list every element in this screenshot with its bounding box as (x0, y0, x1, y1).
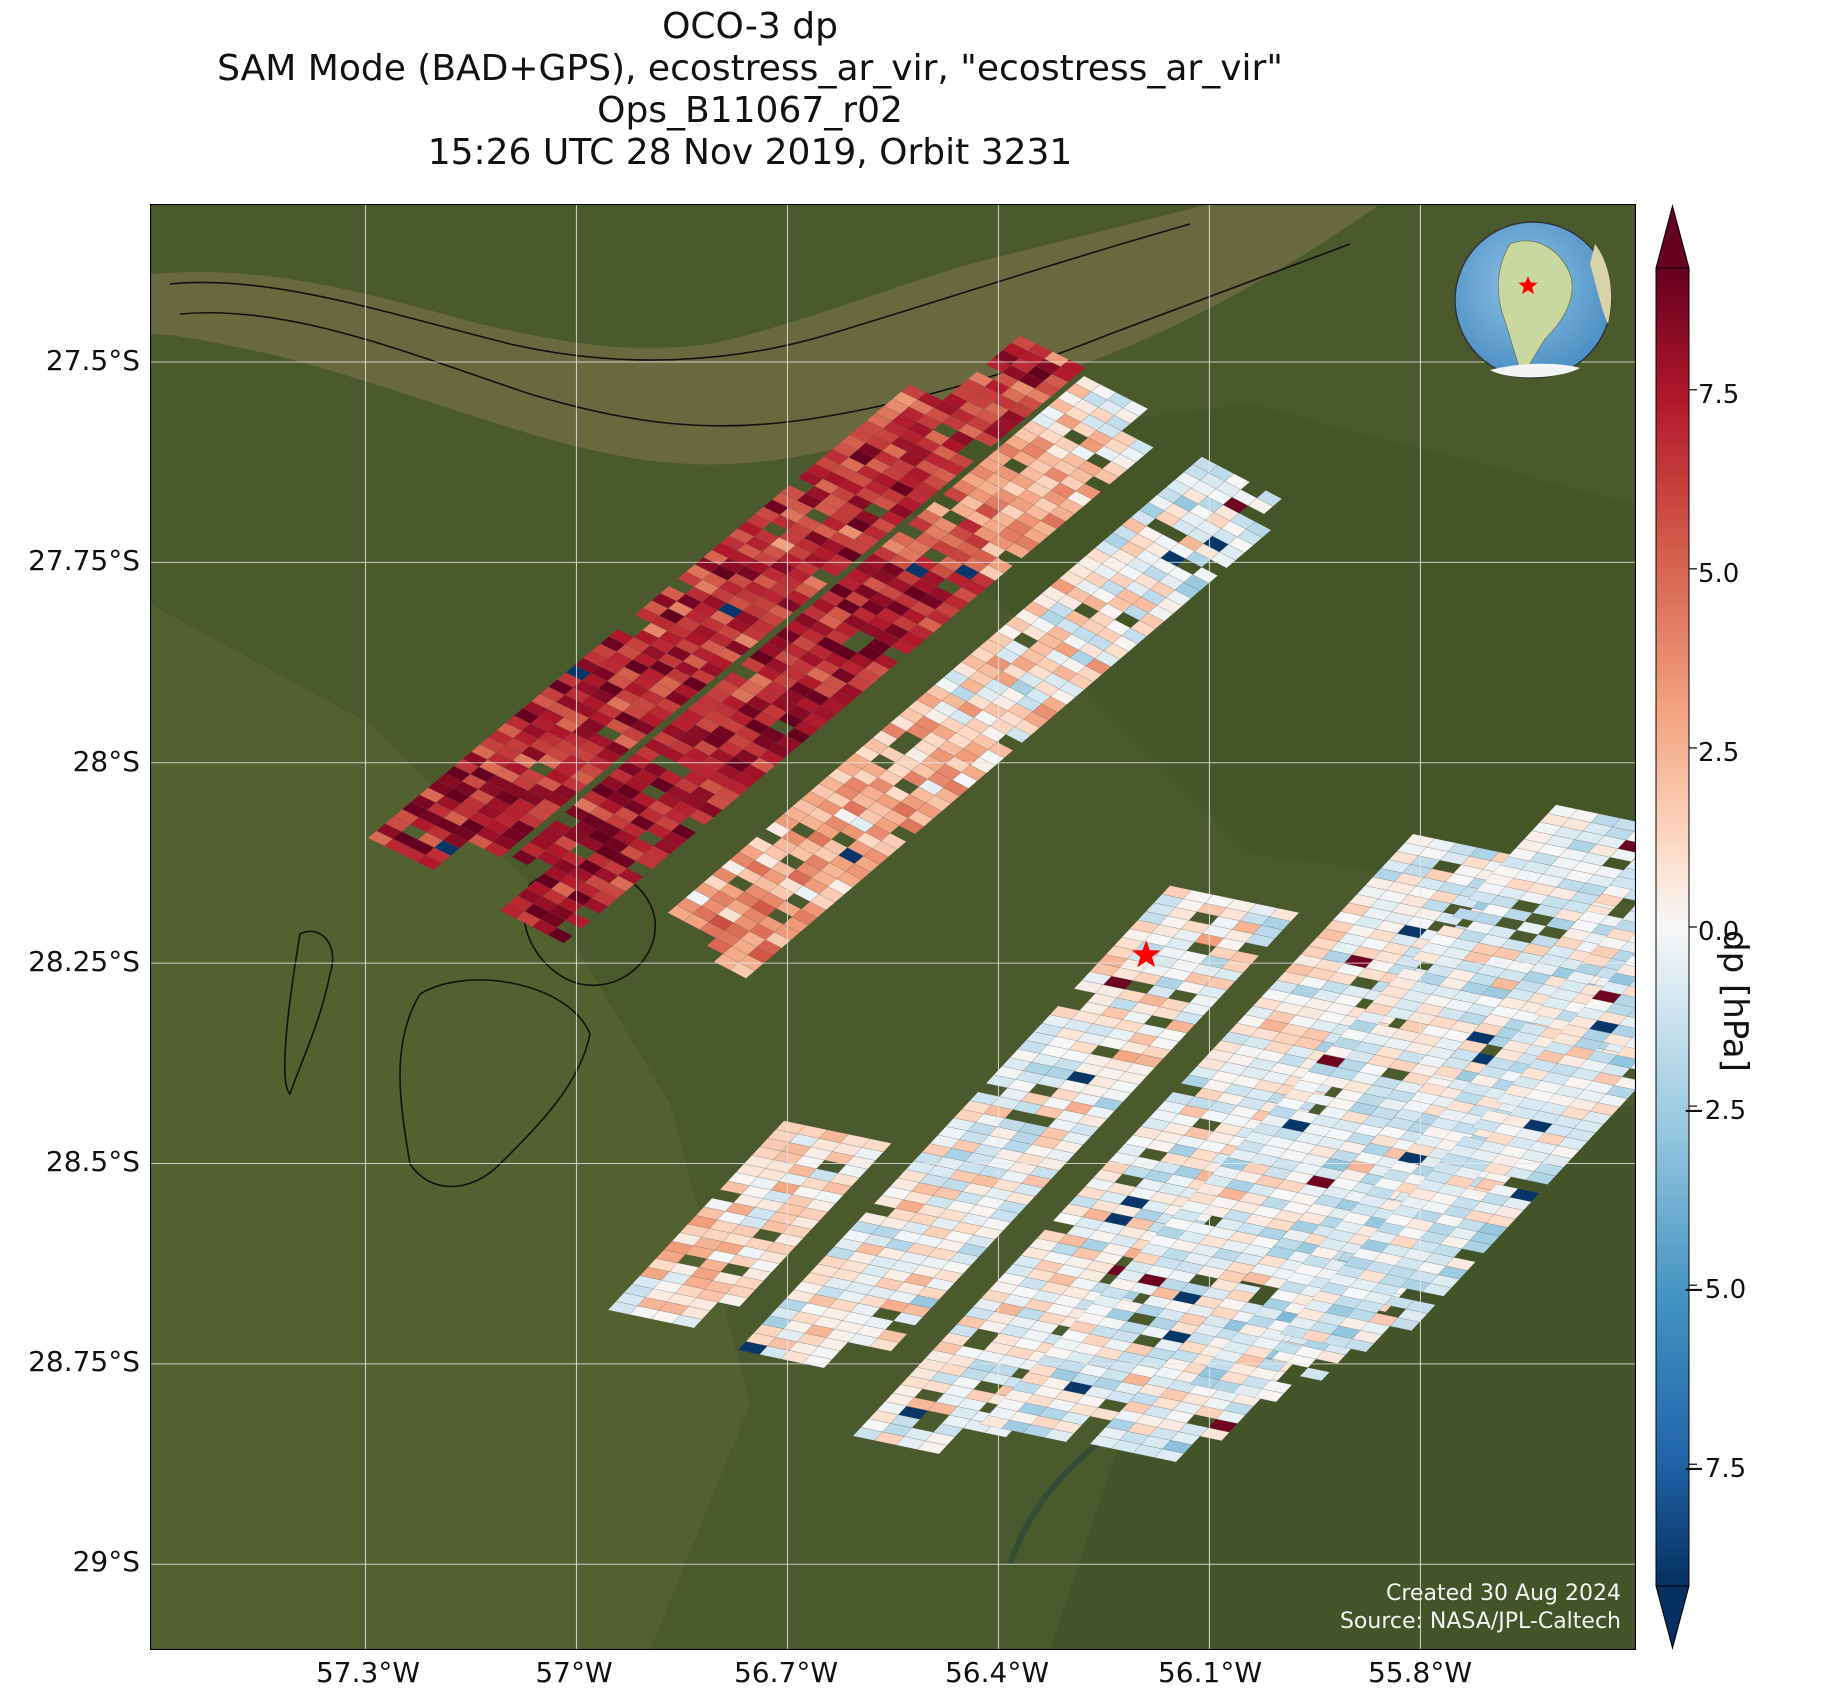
map-panel (150, 204, 1636, 1650)
sounding-footprint (1609, 848, 1636, 862)
sounding-footprint (1269, 907, 1300, 922)
lon-tick-label: 56.1°W (1157, 1656, 1263, 1689)
land-patch (150, 604, 750, 1650)
lat-tick-label: 28°S (72, 745, 140, 778)
sounding-footprint (1224, 473, 1251, 490)
river-parana (150, 204, 1380, 465)
map-title: OCO-3 dp SAM Mode (BAD+GPS), ecostress_a… (0, 6, 1500, 174)
sounding-footprint (1192, 566, 1219, 584)
sounding-footprint (1122, 400, 1149, 417)
source-text: Source: NASA/JPL-Caltech (1339, 1609, 1621, 1634)
sounding-footprint (1612, 818, 1636, 832)
lat-tick-label: 28.5°S (45, 1145, 140, 1178)
colorbar-tick-label: −5.0 (1683, 1275, 1747, 1305)
river-outline (179, 243, 1351, 427)
sounding-footprint (1075, 483, 1102, 500)
sounding-footprint (1245, 521, 1272, 538)
lat-tick-label: 29°S (72, 1545, 140, 1578)
globe-inset (1454, 221, 1612, 379)
river-outline (169, 223, 1191, 361)
lon-tick-label: 55.8°W (1367, 1656, 1473, 1689)
title-line-1: OCO-3 dp (662, 6, 838, 47)
colorbar-extend-max (1655, 204, 1690, 269)
lon-tick-label: 57.3°W (315, 1656, 421, 1689)
sounding-footprint (877, 1329, 908, 1343)
colorbar-extend-min (1655, 1585, 1690, 1650)
lat-tick-label: 27.5°S (45, 344, 140, 377)
sounding-footprint (1256, 490, 1283, 507)
sounding-footprint (1625, 831, 1636, 843)
lon-tick-label: 56.4°W (944, 1656, 1050, 1689)
sounding-footprint (547, 927, 574, 944)
title-line-3: Ops_B11067_r02 (597, 90, 903, 131)
lon-tick-label: 57°W (535, 1656, 613, 1689)
wetland-outline (284, 930, 334, 1096)
colorbar-tick-label: 5.0 (1698, 559, 1740, 589)
colorbar-tick-label: 2.5 (1698, 738, 1740, 768)
title-line-4: 15:26 UTC 28 Nov 2019, Orbit 3231 (427, 132, 1073, 173)
lon-tick-label: 56.7°W (733, 1656, 839, 1689)
lat-tick-label: 27.75°S (28, 544, 140, 577)
sounding-footprint (670, 823, 697, 840)
lat-tick-label: 28.75°S (28, 1345, 140, 1378)
title-line-2: SAM Mode (BAD+GPS), ecostress_ar_vir, "e… (217, 48, 1283, 89)
colorbar-label: dp [hPa] (1715, 930, 1755, 1072)
sounding-footprint (880, 832, 907, 850)
colorbar-tick-label: −2.5 (1683, 1096, 1747, 1126)
colorbar-gradient (1655, 267, 1690, 1587)
lat-tick-label: 28.25°S (28, 945, 140, 978)
credits: Created 30 Aug 2024 Source: NASA/JPL-Cal… (1340, 1580, 1621, 1636)
sounding-footprint (873, 653, 899, 670)
sounding-footprint (1128, 438, 1155, 456)
created-date-text: Created 30 Aug 2024 (1386, 1581, 1621, 1606)
wetland-outline (399, 979, 591, 1188)
sounding-footprint (617, 868, 644, 885)
sounding-footprint (948, 452, 975, 469)
sounding-footprint (802, 575, 829, 592)
colorbar-tick-label: 7.5 (1698, 380, 1740, 410)
colorbar-tick-label: −7.5 (1683, 1454, 1747, 1484)
sounding-footprint (861, 1138, 892, 1153)
sounding-footprint (1617, 839, 1636, 853)
